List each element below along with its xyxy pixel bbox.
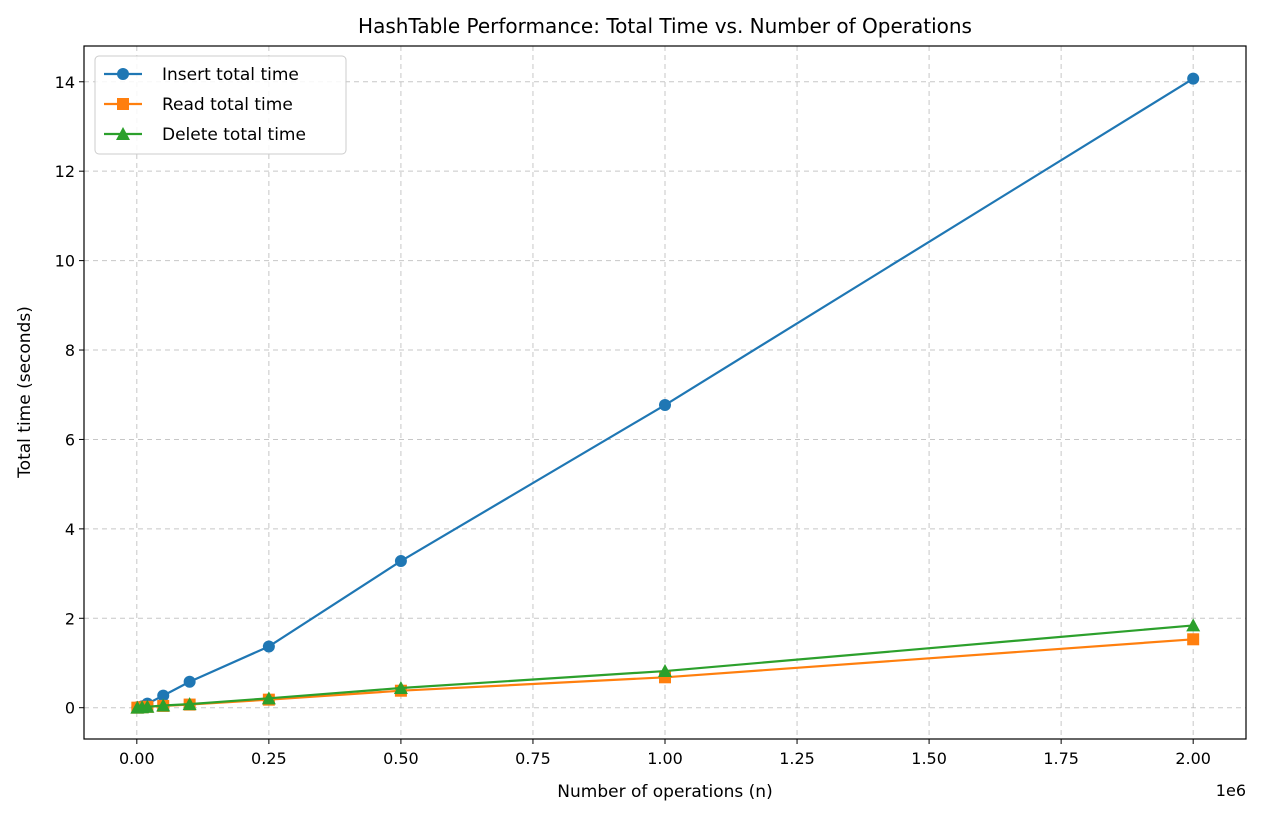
x-axis: 0.00 0.25 0.50 0.75 1.00 1.25 1.50 1.75 2.00 bbox=[119, 739, 1211, 768]
data-point bbox=[140, 699, 155, 713]
legend-marker bbox=[116, 127, 130, 140]
y-tick-label: 8 bbox=[65, 341, 75, 360]
y-tick-label: 14 bbox=[55, 73, 75, 92]
x-tick-label: 0.50 bbox=[383, 749, 419, 768]
y-axis-label: Total time (seconds) bbox=[15, 306, 35, 479]
x-tick-label: 0.00 bbox=[119, 749, 155, 768]
x-tick-label: 1.00 bbox=[647, 749, 683, 768]
x-tick-label: 1.75 bbox=[1043, 749, 1079, 768]
x-tick-label: 1.25 bbox=[779, 749, 815, 768]
y-axis: 0 2 4 6 8 10 12 14 bbox=[55, 73, 84, 718]
data-point bbox=[1187, 633, 1200, 646]
x-tick-label: 2.00 bbox=[1175, 749, 1211, 768]
legend-marker bbox=[117, 68, 129, 80]
legend-box bbox=[94, 55, 347, 155]
series-3 bbox=[130, 618, 1201, 714]
data-point bbox=[261, 691, 276, 705]
grid bbox=[84, 46, 1246, 739]
data-point bbox=[659, 399, 671, 412]
y-tick-label: 4 bbox=[65, 520, 75, 539]
data-point bbox=[262, 640, 275, 653]
data-point bbox=[1186, 618, 1201, 632]
legend-marker bbox=[117, 98, 129, 110]
data-point bbox=[1187, 72, 1200, 85]
data-point bbox=[156, 698, 171, 712]
legend-label: Insert total time bbox=[162, 65, 299, 85]
x-tick-label: 0.25 bbox=[251, 749, 287, 768]
data-point bbox=[182, 697, 197, 711]
data-point bbox=[394, 555, 407, 568]
y-tick-label: 2 bbox=[65, 609, 75, 628]
y-tick-label: 6 bbox=[65, 430, 75, 449]
y-tick-label: 12 bbox=[55, 162, 75, 181]
data-point bbox=[393, 681, 408, 695]
x-tick-label: 0.75 bbox=[515, 749, 551, 768]
y-tick-label: 10 bbox=[55, 252, 75, 271]
x-axis-offset-label: 1e6 bbox=[1216, 781, 1246, 800]
legend-label: Read total time bbox=[162, 95, 293, 115]
legend: Insert total time Read total time Delete t… bbox=[94, 55, 347, 155]
chart-title: HashTable Performance: Total Time vs. Nu… bbox=[358, 14, 972, 38]
series-layer bbox=[130, 72, 1201, 714]
x-axis-label: Number of operations (n) bbox=[557, 782, 772, 802]
legend-label: Delete total time bbox=[162, 125, 306, 145]
data-point bbox=[658, 664, 672, 678]
data-point bbox=[183, 675, 196, 688]
y-tick-label: 0 bbox=[65, 699, 75, 718]
x-tick-label: 1.50 bbox=[911, 749, 947, 768]
data-point bbox=[157, 689, 170, 702]
